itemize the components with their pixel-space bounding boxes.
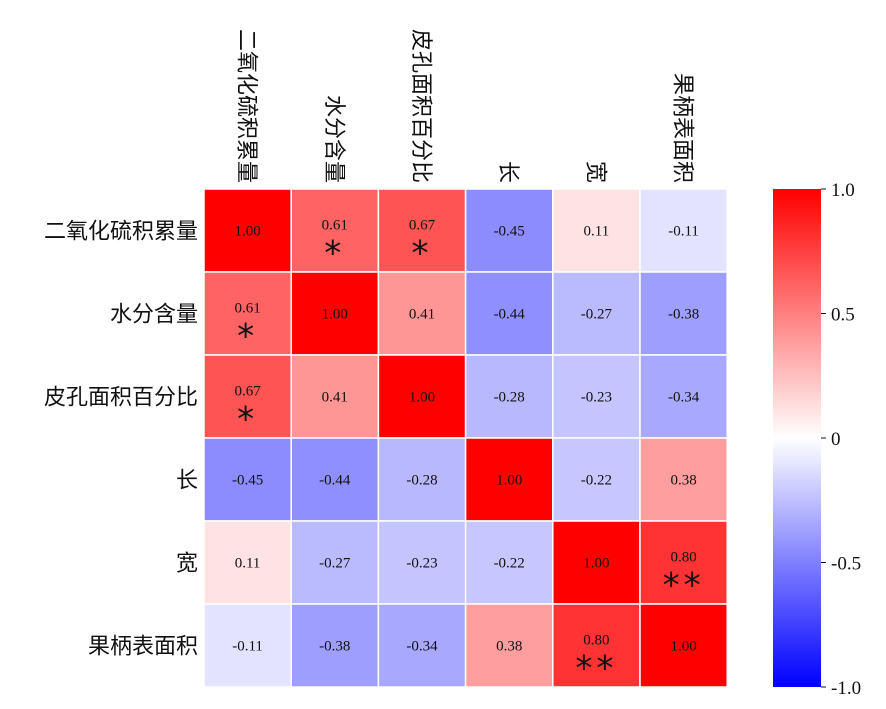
heatmap-cell bbox=[464, 520, 554, 605]
cell-value-label: -0.28 bbox=[494, 390, 525, 406]
cell-value-label: -0.22 bbox=[494, 556, 525, 572]
heatmap-cell bbox=[639, 354, 728, 439]
colorbar-ticks: 1.0 0.5 0 -0.5 -1.0 bbox=[821, 180, 861, 699]
significance-marker: * bbox=[237, 400, 258, 440]
cell-value-label: 0.67 bbox=[234, 384, 261, 400]
cell-value-label: -0.11 bbox=[668, 224, 699, 240]
cell-value-label: -0.45 bbox=[494, 224, 525, 240]
heatmap-cell bbox=[639, 437, 728, 522]
column-label: 长 bbox=[496, 161, 521, 183]
heatmap-cell bbox=[377, 437, 467, 522]
cell-value-label: 0.11 bbox=[235, 556, 261, 572]
column-label: 二氧化硫积累量 bbox=[235, 29, 260, 183]
cell-value-label: -0.44 bbox=[319, 473, 351, 489]
heatmap-cell bbox=[464, 603, 554, 688]
colorbar-tick-label: 0.5 bbox=[831, 305, 855, 326]
heatmap-cell bbox=[639, 271, 728, 356]
cell-value-label: 0.67 bbox=[409, 218, 436, 234]
significance-marker: * bbox=[237, 317, 258, 357]
colorbar bbox=[773, 189, 821, 687]
cell-value-label: 1.00 bbox=[234, 224, 260, 240]
cell-value-label: 1.00 bbox=[322, 307, 348, 323]
column-label: 宽 bbox=[583, 161, 608, 183]
cell-value-label: 0.80 bbox=[670, 550, 696, 566]
cell-value-label: 0.41 bbox=[409, 307, 435, 323]
column-label: 水分含量 bbox=[322, 95, 347, 183]
cell-value-label: -0.11 bbox=[232, 639, 263, 655]
cell-value-label: -0.27 bbox=[581, 307, 613, 323]
cell-value-label: 0.38 bbox=[670, 473, 696, 489]
heatmap-cell bbox=[377, 188, 467, 273]
heatmap-cell bbox=[203, 520, 292, 605]
column-label: 果柄表面积 bbox=[671, 73, 696, 183]
cell-value-label: -0.38 bbox=[668, 307, 699, 323]
heatmap-cell bbox=[290, 354, 380, 439]
heatmap-cell bbox=[203, 603, 292, 688]
cell-value-label: -0.44 bbox=[494, 307, 526, 323]
heatmap-cell bbox=[203, 437, 292, 522]
cell-value-label: 0.80 bbox=[583, 633, 609, 649]
heatmap-cell bbox=[552, 354, 641, 439]
colorbar-tick-label: 1.0 bbox=[831, 180, 855, 201]
cell-value-label: -0.45 bbox=[232, 473, 263, 489]
cell-value-label: 1.00 bbox=[409, 390, 435, 406]
row-label: 水分含量 bbox=[110, 302, 198, 327]
heatmap-cell bbox=[377, 520, 467, 605]
significance-marker: ** bbox=[575, 649, 617, 689]
heatmap-cell bbox=[464, 271, 554, 356]
cell-value-label: 1.00 bbox=[583, 556, 609, 572]
heatmap-cell bbox=[464, 437, 554, 522]
heatmap-cell bbox=[639, 188, 728, 273]
significance-marker: * bbox=[324, 234, 345, 274]
cell-value-label: 0.41 bbox=[322, 390, 348, 406]
heatmap-cell bbox=[552, 603, 641, 688]
heatmap-cell bbox=[290, 437, 380, 522]
row-label: 果柄表面积 bbox=[88, 634, 198, 659]
heatmap-cell bbox=[290, 271, 380, 356]
heatmap-cell bbox=[552, 437, 641, 522]
cell-value-label: -0.23 bbox=[406, 556, 437, 572]
cell-value-label: -0.38 bbox=[319, 639, 350, 655]
cell-value-label: 0.11 bbox=[584, 224, 610, 240]
significance-marker: * bbox=[412, 234, 433, 274]
cell-value-label: -0.34 bbox=[668, 390, 700, 406]
cell-value-label: 0.61 bbox=[322, 218, 348, 234]
column-labels: 二氧化硫积累量 水分含量 皮孔面积百分比长 宽 果柄表面积 bbox=[235, 29, 696, 183]
heatmap-cell bbox=[203, 188, 292, 273]
cell-value-label: -0.28 bbox=[406, 473, 437, 489]
colorbar-tick-label: -1.0 bbox=[831, 678, 861, 699]
row-label: 二氧化硫积累量 bbox=[44, 219, 198, 244]
colorbar-tick-label: 0 bbox=[831, 429, 841, 450]
heatmap-cells: 1.00 0.61*0.67*-0.45 0.11 -0.110.61*1.00 0.4… bbox=[203, 188, 728, 689]
cell-value-label: 1.00 bbox=[670, 639, 696, 655]
heatmap-cell bbox=[290, 188, 380, 273]
heatmap-cell bbox=[464, 354, 554, 439]
significance-marker: ** bbox=[663, 566, 705, 606]
row-label: 长 bbox=[176, 468, 198, 493]
row-label: 皮孔面积百分比 bbox=[44, 385, 198, 410]
column-label: 皮孔面积百分比 bbox=[409, 29, 434, 183]
heatmap-cell bbox=[639, 520, 728, 605]
cell-value-label: -0.34 bbox=[406, 639, 438, 655]
cell-value-label: -0.22 bbox=[581, 473, 612, 489]
cell-value-label: 0.38 bbox=[496, 639, 522, 655]
cell-value-label: -0.27 bbox=[319, 556, 351, 572]
heatmap-cell bbox=[639, 603, 728, 688]
cell-value-label: 0.61 bbox=[234, 301, 260, 317]
colorbar-tick-label: -0.5 bbox=[831, 554, 861, 575]
heatmap-cell bbox=[552, 520, 641, 605]
cell-value-label: 1.00 bbox=[496, 473, 522, 489]
row-label: 宽 bbox=[176, 551, 198, 576]
cell-value-label: -0.23 bbox=[581, 390, 612, 406]
